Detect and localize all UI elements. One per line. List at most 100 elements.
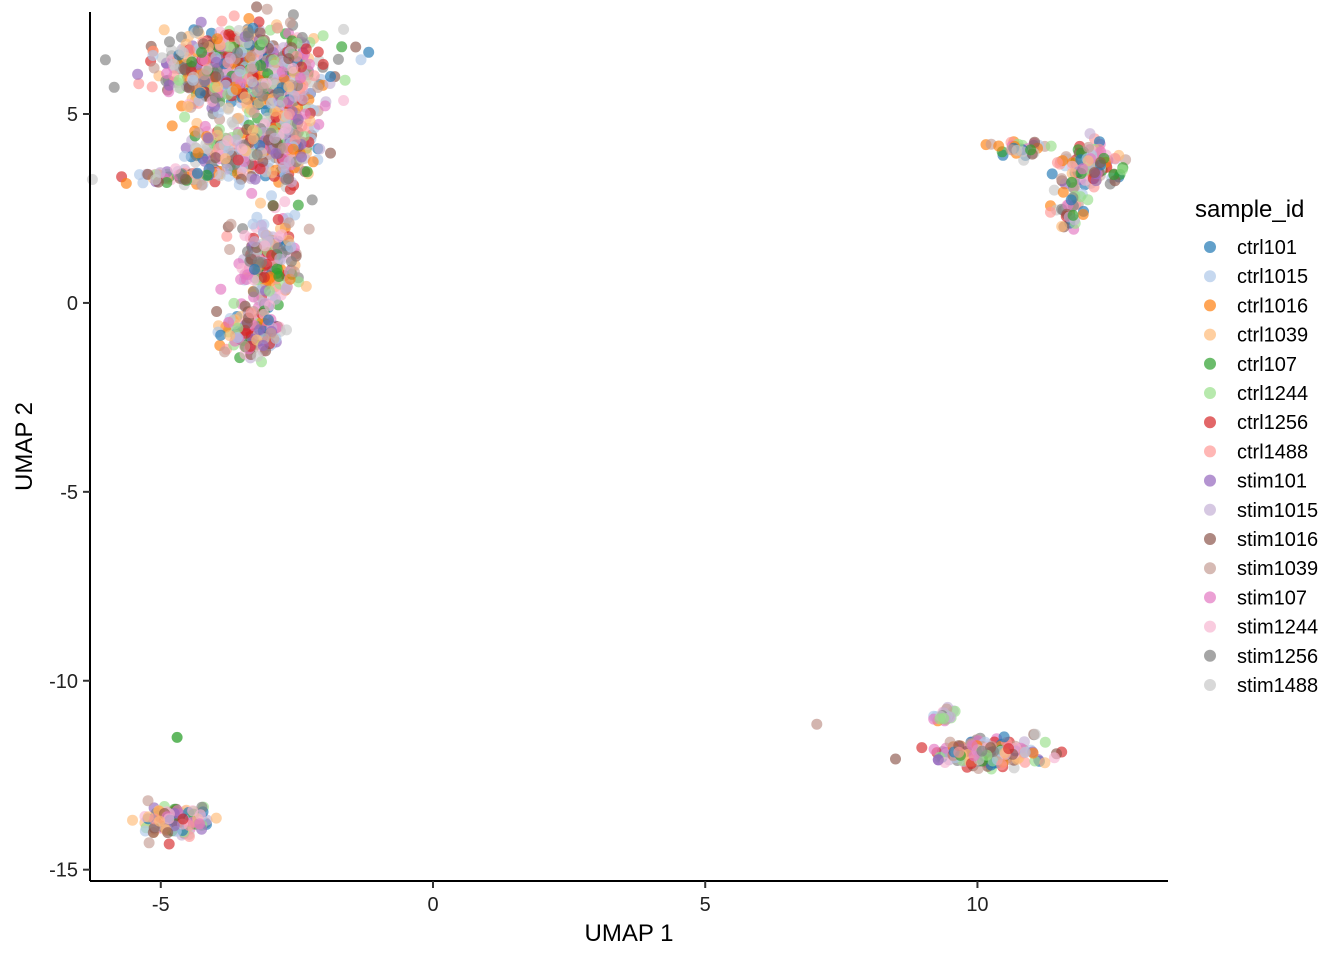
data-point bbox=[261, 3, 273, 15]
data-point bbox=[258, 218, 270, 230]
data-point bbox=[156, 52, 168, 64]
data-point bbox=[279, 196, 291, 208]
data-point bbox=[161, 177, 173, 188]
legend-swatch bbox=[1204, 474, 1216, 487]
data-point bbox=[313, 118, 325, 130]
data-point bbox=[232, 322, 244, 334]
data-point bbox=[249, 173, 261, 185]
data-point bbox=[1084, 128, 1096, 140]
data-point bbox=[300, 280, 312, 292]
data-point bbox=[249, 263, 260, 275]
data-point bbox=[1083, 141, 1094, 153]
legend-label: stim1244 bbox=[1237, 617, 1318, 639]
data-point bbox=[285, 256, 297, 268]
data-point bbox=[178, 150, 190, 162]
data-point bbox=[281, 324, 292, 336]
data-point bbox=[1027, 747, 1039, 759]
data-point bbox=[270, 148, 282, 159]
data-point bbox=[219, 346, 231, 358]
data-point bbox=[283, 217, 295, 229]
data-point bbox=[170, 163, 181, 175]
data-point bbox=[272, 242, 284, 254]
data-point bbox=[271, 263, 283, 275]
data-point bbox=[194, 818, 206, 830]
data-point bbox=[1018, 154, 1030, 166]
data-point bbox=[287, 143, 299, 155]
data-point bbox=[182, 101, 194, 112]
data-point bbox=[1116, 164, 1128, 176]
y-tick-label: -15 bbox=[49, 860, 78, 882]
x-tick-label: 5 bbox=[700, 894, 711, 916]
data-point bbox=[296, 151, 307, 163]
data-point bbox=[312, 46, 324, 58]
data-point bbox=[239, 230, 251, 241]
data-point bbox=[280, 283, 292, 295]
legend-label: stim101 bbox=[1237, 471, 1307, 493]
axes bbox=[89, 12, 1168, 882]
data-point bbox=[307, 156, 319, 168]
data-point bbox=[228, 10, 240, 22]
legend-label: ctrl1488 bbox=[1237, 441, 1308, 463]
data-point bbox=[210, 812, 222, 824]
data-point bbox=[284, 17, 296, 29]
data-point bbox=[223, 29, 235, 40]
data-point bbox=[1057, 186, 1069, 198]
data-point bbox=[288, 266, 300, 278]
data-point bbox=[932, 754, 944, 766]
y-tick-label: 5 bbox=[67, 104, 78, 126]
data-point bbox=[283, 53, 295, 65]
data-point bbox=[312, 82, 324, 93]
data-point bbox=[928, 743, 940, 755]
data-point bbox=[254, 27, 266, 39]
data-point bbox=[210, 152, 222, 164]
data-point bbox=[177, 47, 189, 59]
legend-swatch bbox=[1204, 357, 1216, 370]
data-point bbox=[294, 72, 306, 84]
x-tick-label: -5 bbox=[152, 894, 170, 916]
data-point bbox=[210, 71, 222, 83]
data-point bbox=[99, 54, 111, 66]
data-point bbox=[317, 58, 329, 70]
data-point bbox=[202, 132, 214, 144]
data-point bbox=[162, 827, 174, 839]
data-point bbox=[355, 54, 367, 66]
data-point bbox=[248, 286, 259, 298]
data-point bbox=[325, 71, 336, 82]
data-point bbox=[247, 133, 259, 145]
data-point bbox=[996, 759, 1008, 771]
data-point bbox=[308, 70, 320, 82]
data-point bbox=[259, 240, 271, 252]
data-point bbox=[215, 329, 227, 341]
data-point bbox=[1067, 209, 1079, 221]
data-point bbox=[1045, 140, 1057, 152]
data-point bbox=[180, 173, 191, 185]
data-point bbox=[146, 81, 158, 93]
data-point bbox=[163, 838, 175, 850]
legend-swatch bbox=[1204, 620, 1216, 633]
data-point bbox=[233, 179, 245, 191]
data-point bbox=[1045, 206, 1056, 218]
legend: sample_id ctrl101 ctrl1015 ctrl1016 ctrl103… bbox=[1195, 196, 1318, 697]
legend-label: stim107 bbox=[1237, 587, 1307, 609]
data-point bbox=[166, 120, 178, 132]
data-point bbox=[1056, 173, 1068, 185]
data-point bbox=[180, 142, 192, 154]
data-point bbox=[158, 24, 170, 36]
legend-label: ctrl1016 bbox=[1237, 295, 1308, 317]
data-point bbox=[332, 53, 344, 65]
data-point bbox=[269, 132, 281, 144]
legend-label: stim1488 bbox=[1237, 675, 1318, 697]
legend-items: ctrl101 ctrl1015 ctrl1016 ctrl1039 ctrl107 ct… bbox=[1204, 237, 1318, 697]
data-point bbox=[179, 111, 191, 123]
legend-label: ctrl1015 bbox=[1237, 266, 1308, 288]
data-point bbox=[258, 226, 269, 238]
data-point bbox=[134, 169, 145, 181]
data-point bbox=[300, 43, 312, 55]
scatter-points bbox=[86, 1, 1132, 850]
data-point bbox=[168, 58, 180, 70]
y-tick-label: -10 bbox=[49, 671, 78, 693]
data-point bbox=[1056, 221, 1068, 232]
data-point bbox=[255, 60, 267, 71]
data-point bbox=[267, 200, 279, 212]
data-point bbox=[241, 317, 253, 329]
